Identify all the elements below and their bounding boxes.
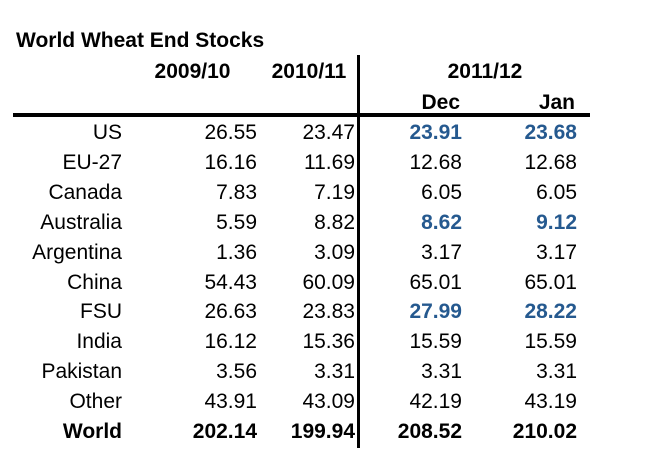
value-cell: 3.17: [421, 240, 462, 264]
value-cell: 65.01: [524, 270, 577, 294]
value-cell: 23.83: [302, 300, 355, 324]
value-cell: 26.55: [204, 121, 257, 144]
value-cell: 3.31: [421, 360, 462, 384]
row-label: Other: [69, 390, 122, 414]
value-cell: 60.09: [302, 270, 355, 294]
row-label: FSU: [80, 300, 122, 324]
data-table: US 26.55 23.47 23.91 23.68 EU-27 16.16 1…: [10, 118, 580, 447]
table-row: Pakistan 3.56 3.31 3.31 3.31: [10, 357, 580, 387]
value-cell: 208.52: [397, 420, 462, 444]
table-row: China 54.43 60.09 65.01 65.01: [10, 268, 580, 298]
value-cell: 7.19: [314, 180, 355, 204]
row-label: World: [62, 420, 122, 444]
table-row-total: World 202.14 199.94 208.52 210.02: [10, 417, 580, 447]
value-cell: 65.01: [409, 270, 462, 294]
value-cell: 202.14: [192, 420, 257, 444]
table-row: India 16.12 15.36 15.59 15.59: [10, 327, 580, 357]
value-cell: 7.83: [216, 180, 257, 204]
value-cell: 8.82: [314, 210, 355, 234]
table-row: EU-27 16.16 11.69 12.68 12.68: [10, 148, 580, 178]
row-label: Pakistan: [41, 360, 122, 384]
value-cell: 28.22: [524, 300, 577, 324]
col-subheader-jan: Jan: [538, 91, 575, 114]
value-cell: 1.36: [216, 240, 257, 264]
header-divider-line: [13, 113, 590, 117]
value-cell: 16.16: [204, 150, 257, 174]
col-group-header-2011-12: 2011/12: [447, 60, 523, 83]
table-row: Canada 7.83 7.19 6.05 6.05: [10, 178, 580, 208]
col-header-2009-10: 2009/10: [154, 60, 231, 83]
value-cell: 3.09: [314, 240, 355, 264]
row-label: India: [76, 330, 122, 354]
value-cell: 8.62: [421, 210, 462, 234]
value-cell: 16.12: [204, 330, 257, 354]
value-cell: 23.91: [409, 121, 462, 144]
row-label: Australia: [40, 210, 122, 234]
row-label: EU-27: [62, 150, 122, 174]
value-cell: 3.31: [536, 360, 577, 384]
value-cell: 3.17: [536, 240, 577, 264]
table-title: World Wheat End Stocks: [16, 29, 265, 52]
column-divider-line: [357, 55, 360, 448]
value-cell: 23.47: [302, 121, 355, 144]
table-row: Australia 5.59 8.82 8.62 9.12: [10, 208, 580, 238]
table-row: US 26.55 23.47 23.91 23.68: [10, 118, 580, 148]
value-cell: 15.36: [302, 330, 355, 354]
value-cell: 11.69: [304, 150, 355, 174]
value-cell: 5.59: [216, 210, 257, 234]
row-label: Argentina: [32, 240, 122, 264]
value-cell: 6.05: [421, 180, 462, 204]
value-cell: 54.43: [204, 270, 257, 294]
table-row: Argentina 1.36 3.09 3.17 3.17: [10, 238, 580, 268]
value-cell: 43.19: [524, 390, 577, 414]
col-subheader-dec: Dec: [421, 91, 460, 114]
row-label: China: [67, 270, 122, 294]
value-cell: 15.59: [524, 330, 577, 354]
value-cell: 42.19: [409, 390, 462, 414]
value-cell: 210.02: [512, 420, 577, 444]
value-cell: 26.63: [204, 300, 257, 324]
value-cell: 27.99: [409, 300, 462, 324]
value-cell: 15.59: [409, 330, 462, 354]
value-cell: 3.31: [314, 360, 355, 384]
table-row: FSU 26.63 23.83 27.99 28.22: [10, 297, 580, 327]
value-cell: 43.91: [204, 390, 257, 414]
value-cell: 12.68: [524, 150, 577, 174]
table-row: Other 43.91 43.09 42.19 43.19: [10, 387, 580, 417]
value-cell: 9.12: [536, 210, 577, 234]
value-cell: 3.56: [216, 360, 257, 384]
value-cell: 43.09: [302, 390, 355, 414]
row-label: Canada: [48, 180, 122, 204]
value-cell: 12.68: [409, 150, 462, 174]
value-cell: 6.05: [536, 180, 577, 204]
col-header-2010-11: 2010/11: [271, 60, 347, 83]
value-cell: 199.94: [290, 420, 355, 444]
value-cell: 23.68: [524, 121, 577, 144]
row-label: US: [92, 121, 122, 144]
